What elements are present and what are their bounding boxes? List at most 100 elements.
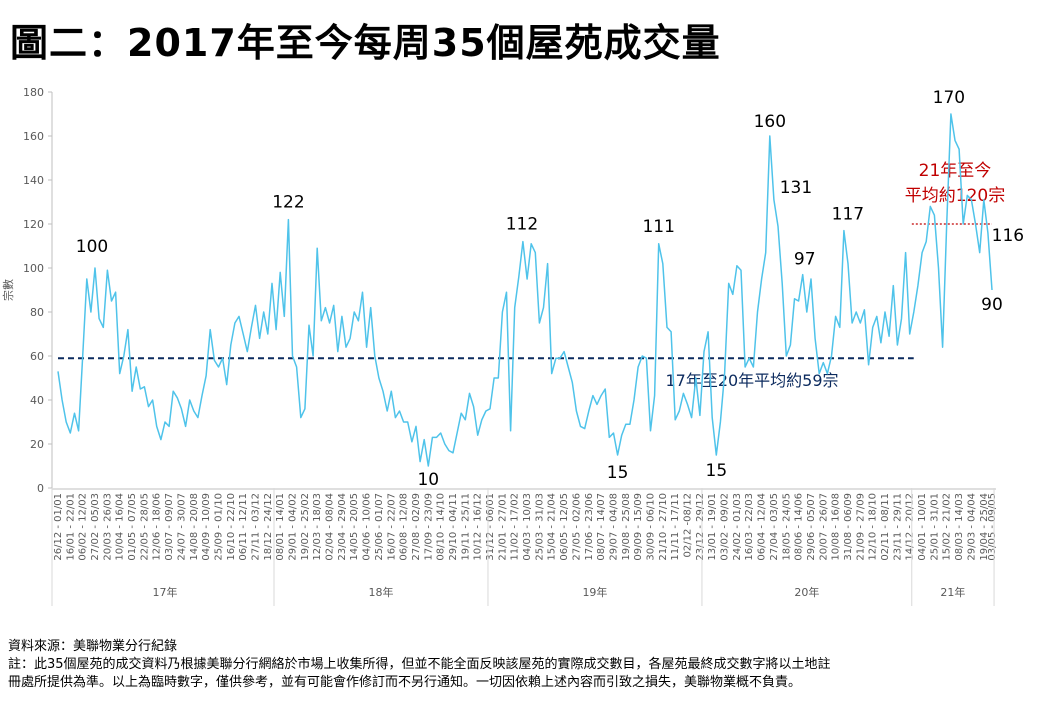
x-tick-label: 25/01 - 31/01	[929, 493, 940, 561]
data-label: 170	[933, 88, 965, 108]
x-tick-label: 12/10 - 18/10	[868, 493, 879, 561]
data-label: 90	[981, 295, 1003, 315]
data-label: 111	[642, 217, 674, 237]
x-tick-label: 14/12 - 20/12	[905, 493, 916, 561]
x-tick-label: 17/06 - 23/06	[584, 493, 595, 561]
x-tick-label: 19/11 - 25/11	[460, 493, 471, 561]
x-tick-label: 12/06 - 18/06	[152, 493, 163, 561]
x-tick-label: 02/04 - 08/04	[325, 493, 336, 561]
year-group-label: 19年	[582, 585, 607, 599]
x-tick-label: 08/10 - 14/10	[436, 493, 447, 561]
x-tick-label: 03/07 - 09/07	[164, 493, 175, 561]
x-tick-label: 03/05 - 09/05	[987, 493, 998, 561]
y-tick-label: 20	[30, 438, 44, 451]
data-label: 100	[76, 237, 108, 257]
x-tick-label: 29/10 - 04/11	[448, 493, 459, 561]
x-tick-label: 27/11 - 03/12	[250, 493, 261, 561]
x-tick-label: 08/06 - 14/06	[794, 493, 805, 561]
x-tick-label: 30/09 - 06/10	[645, 493, 656, 561]
x-tick-label: 11/11 - 17/11	[670, 493, 681, 561]
x-tick-label: 06/11 - 12/11	[238, 493, 249, 561]
x-tick-label: 25/09 - 01/10	[213, 493, 224, 561]
x-tick-label: 21/01 - 27/01	[497, 493, 508, 561]
y-tick-label: 60	[30, 350, 44, 363]
x-tick-label: 11/02 - 17/02	[510, 493, 521, 561]
x-tick-label: 16/03 - 22/03	[744, 493, 755, 561]
x-tick-label: 24/07 - 30/07	[176, 493, 187, 561]
year-group-label: 21年	[940, 585, 965, 599]
x-tick-label: 08/03 - 14/03	[954, 493, 965, 561]
x-tick-label: 20/03 - 26/03	[102, 493, 113, 561]
x-tick-label: 26/12 - 01/01	[53, 493, 64, 561]
x-tick-label: 01/05 - 07/05	[127, 493, 138, 561]
data-label: 131	[780, 178, 812, 198]
x-tick-label: 25/03 - 31/03	[534, 493, 545, 561]
data-label: 117	[832, 205, 864, 225]
x-tick-label: 10/04 - 16/04	[115, 493, 126, 561]
data-label: 10	[417, 470, 439, 490]
year-group-label: 17年	[152, 585, 177, 599]
x-tick-label: 15/04 - 21/04	[547, 493, 558, 561]
x-tick-label: 10/08 - 16/08	[831, 493, 842, 561]
x-tick-label: 25/06 - 01/07	[374, 493, 385, 561]
year-group-label: 18年	[368, 585, 393, 599]
x-tick-label: 16/10 - 22/10	[226, 493, 237, 561]
x-tick-label: 31/08 - 06/09	[843, 493, 854, 561]
x-tick-label: 27/02 - 05/03	[90, 493, 101, 561]
x-tick-label: 18/05 - 24/05	[781, 493, 792, 561]
x-tick-label: 04/03 - 10/03	[522, 493, 533, 561]
x-tick-label: 23/04 - 29/04	[337, 493, 348, 561]
x-tick-label: 10/12 - 16/12	[473, 493, 484, 561]
y-tick-label: 120	[23, 218, 44, 231]
x-tick-label: 06/08 - 12/08	[399, 493, 410, 561]
x-tick-label: 06/05 - 12/05	[559, 493, 570, 561]
x-tick-label: 19/04 - 25/04	[979, 493, 990, 561]
x-tick-label: 27/04 - 03/05	[769, 493, 780, 561]
x-tick-label: 16/01 - 22/01	[65, 493, 76, 561]
x-tick-label: 08/01 - 14/01	[275, 493, 286, 561]
x-tick-label: 13/01 - 19/01	[707, 493, 718, 561]
x-tick-label: 17/09 - 23/09	[423, 493, 434, 561]
x-tick-label: 04/01 - 10/01	[917, 493, 928, 561]
x-tick-label: 09/09 - 15/09	[633, 493, 644, 561]
average-label-21-line2: 平均約120宗	[905, 186, 1005, 206]
x-tick-label: 27/05 - 02/06	[571, 493, 582, 561]
data-label: 97	[794, 250, 816, 270]
x-tick-label: 14/05 - 20/05	[349, 493, 360, 561]
chart-title: 圖二：2017年至今每周35個屋苑成交量	[10, 21, 721, 65]
footer-note-line2: 冊處所提供為準。以上為臨時數字，僅供參考，並有可能會作修訂而不另行通知。一切因依…	[8, 675, 802, 690]
x-tick-label: 29/01 - 04/02	[288, 493, 299, 561]
x-tick-label: 14/08 - 20/08	[189, 493, 200, 561]
x-tick-label: 29/06 - 05/07	[806, 493, 817, 561]
x-tick-label: 02/12 -08/12	[683, 493, 694, 557]
data-label: 160	[754, 112, 786, 132]
footer-note-line1: 註：此35個屋苑的成交資料乃根據美聯分行網絡於市場上收集所得，但並不能全面反映該…	[8, 657, 831, 672]
y-axis-label: 宗數	[1, 279, 15, 301]
x-tick-label: 19/08 - 25/08	[621, 493, 632, 561]
y-tick-label: 80	[30, 306, 44, 319]
data-label: 122	[272, 193, 304, 213]
x-tick-label: 24/02 - 01/03	[732, 493, 743, 561]
x-tick-label: 23/11 - 29/11	[892, 493, 903, 561]
x-tick-label: 22/05 - 28/05	[139, 493, 150, 561]
y-tick-label: 180	[23, 86, 44, 99]
x-tick-label: 04/09 - 10/09	[201, 493, 212, 561]
y-tick-label: 140	[23, 174, 44, 187]
average-label-21-line1: 21年至今	[919, 161, 992, 181]
x-tick-label: 19/02 - 25/02	[300, 493, 311, 561]
x-tick-label: 29/07 - 04/08	[608, 493, 619, 561]
year-group-label: 20年	[794, 585, 819, 599]
y-tick-label: 40	[30, 394, 44, 407]
x-tick-label: 02/11 - 08/11	[880, 493, 891, 561]
x-tick-label: 18/12 - 24/12	[263, 493, 274, 561]
x-tick-label: 27/08 - 02/09	[411, 493, 422, 561]
x-tick-label: 12/03 - 18/03	[312, 493, 323, 561]
x-tick-label: 04/06 - 10/06	[362, 493, 373, 561]
footer-source: 資料來源：美聯物業分行紀錄	[8, 639, 178, 654]
average-label-17-20: 17年至20年平均約59宗	[665, 371, 838, 390]
y-tick-label: 160	[23, 130, 44, 143]
y-tick-label: 0	[37, 482, 44, 495]
data-label: 112	[506, 215, 538, 235]
x-tick-label: 06/04 - 12/04	[757, 493, 768, 561]
